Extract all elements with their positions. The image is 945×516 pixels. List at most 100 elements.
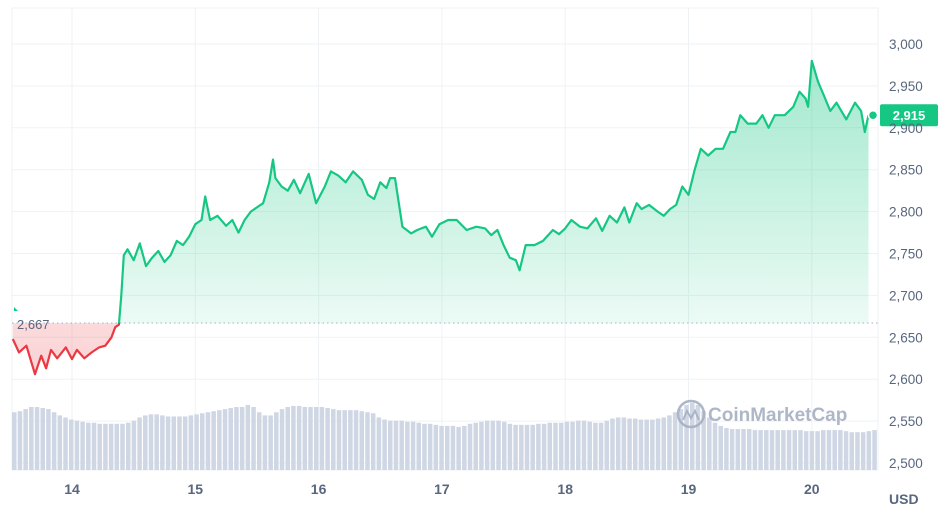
volume-bar xyxy=(171,416,177,470)
volume-bar xyxy=(308,407,313,470)
volume-bar xyxy=(51,412,57,470)
volume-bar xyxy=(712,422,718,470)
volume-bar xyxy=(604,420,610,470)
volume-bar xyxy=(34,407,40,470)
volume-bar xyxy=(399,420,404,470)
volume-bar xyxy=(775,430,780,470)
y-tick-label: 2,900 xyxy=(889,121,923,136)
volume-bar xyxy=(182,416,188,470)
volume-bar xyxy=(655,418,661,470)
volume-bar xyxy=(177,416,182,470)
volume-bar xyxy=(724,428,729,470)
volume-bar xyxy=(393,420,399,470)
volume-bar xyxy=(410,421,416,470)
volume-bar xyxy=(353,410,359,470)
volume-bar xyxy=(143,415,148,470)
volume-bar xyxy=(501,421,507,470)
current-price-label: 2,915 xyxy=(893,108,926,123)
volume-bar xyxy=(325,408,330,470)
volume-bar xyxy=(97,423,102,470)
volume-bar xyxy=(553,422,558,470)
volume-bar xyxy=(359,411,365,470)
volume-bar xyxy=(826,430,832,470)
baseline-tick-icon xyxy=(14,307,18,312)
volume-bar xyxy=(735,429,741,470)
volume-bar xyxy=(450,425,456,470)
volume-bar xyxy=(382,419,387,470)
volume-bar xyxy=(205,412,211,470)
volume-bar xyxy=(593,422,598,470)
y-tick-label: 2,500 xyxy=(889,456,923,471)
volume-bar xyxy=(490,420,496,470)
volume-bar xyxy=(615,417,621,470)
volume-bar xyxy=(809,431,815,470)
volume-bar xyxy=(194,414,199,470)
volume-bar xyxy=(211,411,216,470)
volume-bar xyxy=(296,405,302,470)
volume-bar xyxy=(114,423,120,470)
coinmarketcap-logo-mark xyxy=(682,408,700,421)
price-area-down xyxy=(12,323,869,375)
volume-bar xyxy=(672,412,678,470)
volume-bar xyxy=(148,414,154,470)
volume-bar xyxy=(427,423,433,470)
x-tick-label: 17 xyxy=(434,481,450,497)
volume-bar xyxy=(547,422,553,470)
volume-bar xyxy=(342,410,347,470)
y-tick-label: 2,550 xyxy=(889,414,923,429)
baseline-label: 2,667 xyxy=(17,317,50,332)
volume-bar xyxy=(274,412,279,470)
x-tick-label: 14 xyxy=(64,481,80,497)
price-area-up xyxy=(119,60,869,324)
volume-bar xyxy=(23,409,28,470)
volume-bar xyxy=(860,432,866,470)
price-area xyxy=(12,60,869,375)
current-price-dot xyxy=(867,109,879,121)
volume-bar xyxy=(872,430,877,470)
volume-bar xyxy=(496,420,501,470)
volume-bar xyxy=(91,422,97,470)
watermark-text: CoinMarketCap xyxy=(708,405,847,426)
volume-bar xyxy=(336,410,342,470)
y-axis-ticks: 3,000 2,950 2,900 2,850 2,800 2,750 2,700 2,650… xyxy=(889,37,923,471)
volume-bar xyxy=(741,429,746,470)
volume-bar xyxy=(120,423,125,470)
volume-bar xyxy=(843,431,849,470)
volume-bar xyxy=(786,430,792,470)
volume-bar xyxy=(644,419,649,470)
volume-bar xyxy=(798,430,803,470)
volume-bar xyxy=(279,409,285,470)
price-line xyxy=(11,59,870,376)
volume-bar xyxy=(530,424,535,470)
baseline-marker: 2,667 xyxy=(14,307,50,332)
volume-bar xyxy=(855,432,860,470)
volume-bar xyxy=(667,415,672,470)
volume-bar xyxy=(576,420,581,470)
volume-bar xyxy=(484,420,490,470)
volume-bar xyxy=(729,429,735,470)
volume-bar xyxy=(684,404,689,470)
volume-bar xyxy=(251,407,256,470)
volume-bar xyxy=(678,409,684,470)
current-price-marker: 2,915 xyxy=(867,104,938,127)
volume-bar xyxy=(707,417,712,470)
volume-bars xyxy=(12,402,877,470)
volume-bar xyxy=(68,419,74,470)
volume-bar xyxy=(598,422,604,470)
volume-bar xyxy=(348,410,353,470)
volume-bar xyxy=(125,422,131,470)
volume-bar xyxy=(222,409,228,470)
volume-bar xyxy=(74,420,80,470)
volume-bar xyxy=(661,417,666,470)
x-tick-label: 20 xyxy=(804,481,820,497)
volume-bar xyxy=(154,414,159,470)
volume-bar xyxy=(376,417,382,470)
volume-bar xyxy=(80,421,85,470)
volume-bar xyxy=(217,410,222,470)
y-tick-label: 3,000 xyxy=(889,37,923,52)
volume-bar xyxy=(587,421,592,470)
volume-bar xyxy=(769,430,775,470)
y-tick-label: 2,750 xyxy=(889,247,923,262)
volume-bar xyxy=(388,420,393,470)
volume-bar xyxy=(108,423,114,470)
